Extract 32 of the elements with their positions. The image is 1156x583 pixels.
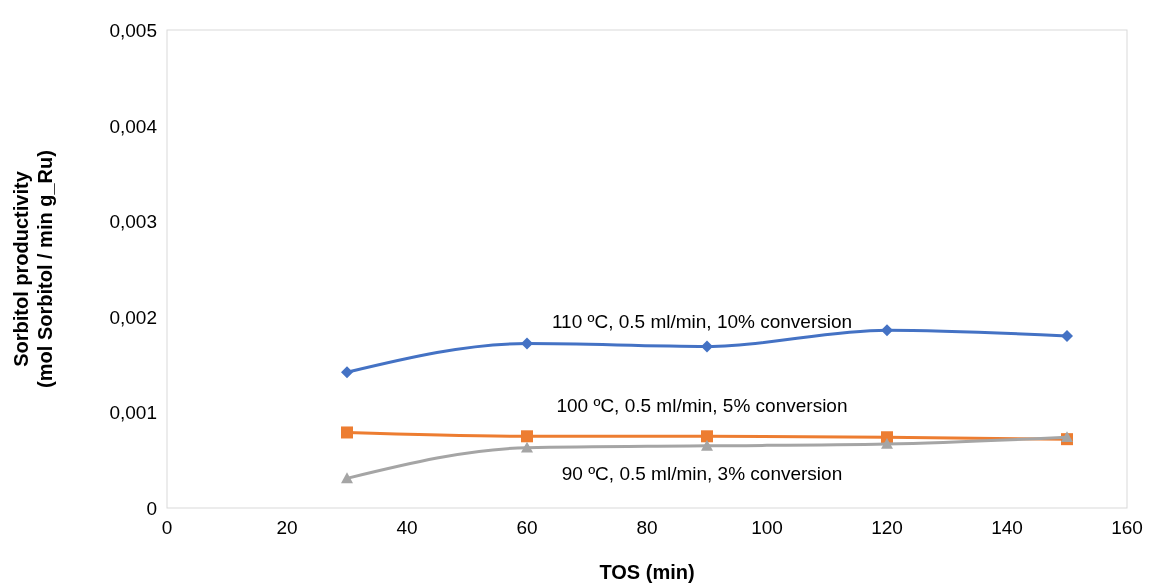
point (521, 430, 533, 443)
x-tick-label: 60 (516, 517, 538, 538)
y-tick-label: 0 (146, 498, 157, 519)
x-tick-label: 80 (636, 517, 658, 538)
series-label: 100 ºC, 0.5 ml/min, 5% conversion (556, 395, 848, 417)
x-tick-label: 20 (276, 517, 298, 538)
point (341, 366, 353, 379)
y-tick-label: 0,001 (109, 402, 157, 424)
point (701, 430, 713, 443)
series-label: 90 ºC, 0.5 ml/min, 3% conversion (561, 462, 843, 484)
x-tick-label: 120 (871, 517, 903, 538)
y-tick-label: 0,005 (109, 20, 157, 41)
point (1061, 329, 1073, 342)
y-tick-label: 0,003 (109, 211, 157, 233)
point (341, 426, 353, 439)
x-tick-label: 40 (396, 517, 418, 538)
x-tick-label: 100 (751, 517, 783, 538)
y-tick-label: 0,002 (109, 306, 157, 328)
point (881, 324, 893, 337)
y-tick-label: 0,004 (109, 115, 158, 137)
x-axis-title: TOS (min) (599, 561, 695, 583)
series-label: 110 ºC, 0.5 ml/min, 10% conversion (551, 311, 853, 333)
x-tick-label: 160 (1111, 517, 1143, 538)
point (521, 441, 533, 453)
point (881, 437, 893, 449)
point (701, 439, 713, 451)
x-tick-label: 140 (991, 517, 1023, 538)
x-tick-label: 0 (161, 517, 173, 538)
point (701, 340, 713, 353)
point (521, 337, 533, 350)
point (341, 472, 353, 484)
y-axis-title: Sorbitol productivity (mol Sorbitol / min g_Ru) (10, 150, 56, 388)
